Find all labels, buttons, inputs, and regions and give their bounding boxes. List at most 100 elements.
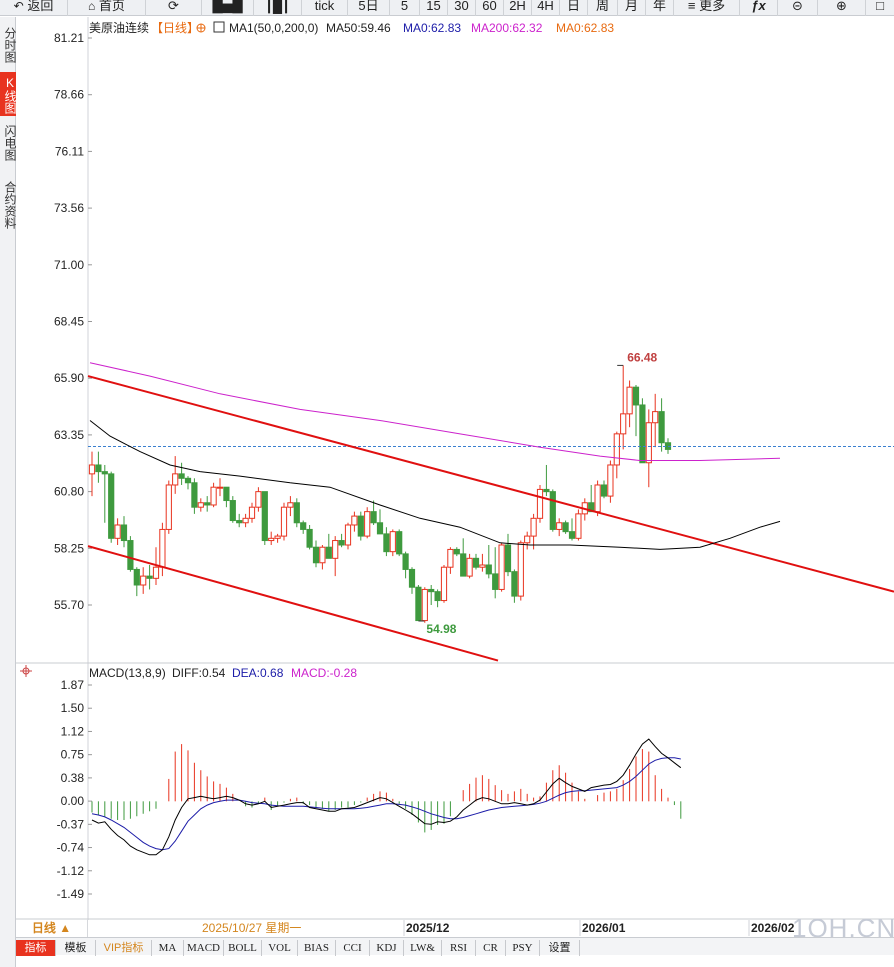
period-label: 【日线】 [151,21,199,35]
ma0-value-b: MA0:62.83 [556,21,614,35]
period-2h[interactable]: 2H [504,0,532,16]
candle-down [511,571,518,597]
macd-tick-label: -0.37 [57,817,85,831]
chart-type-button[interactable]: ▇▅▇ [202,0,254,16]
chart-canvas[interactable]: 美原油连续 【日线】 MA1(50,0,200,0) MA50:59.46 MA… [0,0,894,937]
candle-down [223,486,230,502]
candle-up [197,502,204,508]
period-4h[interactable]: 4H [532,0,560,16]
period-day[interactable]: 日 [560,0,588,16]
sidebar-item-kline[interactable]: K线图 [0,72,17,116]
candle-up [530,517,537,537]
more-button[interactable]: ≡ 更多 [674,0,740,16]
candle-down [236,520,243,524]
crosshair-date-box [198,920,312,936]
formula-button[interactable]: ƒx [740,0,778,16]
tab-indicator[interactable]: 指标 [16,940,56,956]
sidebar-item-timeshare[interactable]: 分时图 [3,27,17,63]
tab-cr[interactable]: CR [476,940,506,956]
ma200-line [89,362,781,461]
high-label: 66.48 [627,350,657,364]
candle-down [492,573,499,590]
candle-down [357,515,364,537]
home-button[interactable]: ⌂ 首页 [68,0,146,16]
macd-label: MACD(13,8,9) [89,666,166,680]
tab-rsi[interactable]: RSI [442,940,476,956]
zoom-in-button[interactable]: ⊕ [818,0,866,16]
period-range-button[interactable]: 日线 ▲ [16,920,88,937]
period-month[interactable]: 月 [618,0,646,16]
macd-header: MACD(13,8,9) DIFF:0.54 DEA:0.68 MACD:-0.… [20,665,357,680]
tab-template[interactable]: 模板 [56,940,96,956]
zoom-in-icon: ⊕ [836,0,847,13]
tab-cci[interactable]: CCI [336,940,370,956]
tab-bias[interactable]: BIAS [298,940,336,956]
candle-down [101,471,108,475]
candle-down [146,575,153,579]
macd-settings-icon[interactable] [20,665,32,677]
candle-up [319,546,326,564]
price-axis: 81.21 78.66 76.11 73.56 71.00 68.45 65.90 63.35… [54,31,92,612]
back-button[interactable]: ↶ 返回 [0,0,68,16]
overlay-lines: 66.48 54.98 [87,350,894,662]
tab-psy[interactable]: PSY [506,940,540,956]
upper-trendline[interactable] [87,375,894,593]
period-week[interactable]: 周 [588,0,618,16]
tab-boll[interactable]: BOLL [224,940,262,956]
candle-down [95,464,102,473]
sidebar-item-flash[interactable]: 闪电图 [3,125,17,161]
candle-down [396,531,403,555]
candle-up [152,566,160,579]
tab-vip-indicator[interactable]: VIP指标 [96,940,152,956]
period-15min[interactable]: 15 [420,0,448,16]
instrument-name: 美原油连续 [89,20,149,35]
candle-up [172,473,179,486]
macd-diff: DIFF:0.54 [172,666,226,680]
macd-tick-label: 1.87 [61,678,85,692]
zoom-out-button[interactable]: ⊝ [778,0,818,16]
dropdown-icon: □ [876,0,884,13]
candle-up [517,542,524,597]
tab-macd[interactable]: MACD [184,940,224,956]
candle-down [504,544,512,573]
candle-down [549,491,556,530]
date-label-1: 2025/12 [406,921,450,935]
candle-down [408,568,416,588]
toolbar-extra-button[interactable]: □ [866,0,894,16]
period-30min[interactable]: 30 [448,0,476,16]
lower-trendline[interactable] [87,545,499,662]
candle-down [178,473,185,479]
tab-settings[interactable]: 设置 [540,940,580,956]
tick-button[interactable]: tick [302,0,348,16]
tab-ma[interactable]: MA [152,940,184,956]
period-year[interactable]: 年 [646,0,674,16]
candle-up [255,491,262,508]
tab-lw[interactable]: LW& [404,940,442,956]
candle-down [453,548,460,555]
tab-kdj[interactable]: KDJ [370,940,404,956]
candle-up [88,464,96,475]
refresh-button[interactable]: ⟳ [146,0,202,16]
candle-style-button[interactable]: ┃█┃ [254,0,302,16]
macd-tick-label: 1.50 [61,701,85,715]
sidebar-item-contract[interactable]: 合约资料 [3,181,17,229]
candle-down [229,500,236,522]
candle-up [159,528,166,568]
ma-settings-icon[interactable] [213,21,225,33]
period-60min[interactable]: 60 [476,0,504,16]
candle-down [658,411,665,444]
tab-vol[interactable]: VOL [262,940,298,956]
period-5day[interactable]: 5日 [348,0,390,16]
candle-up [216,486,224,489]
price-tick-label: 81.21 [54,31,84,45]
candle-up [479,564,486,568]
candle-down [293,502,300,524]
candle-down [127,540,134,570]
ma-label: MA1(50,0,200,0) [229,21,318,35]
refresh-icon: ⟳ [168,0,179,13]
candle-down [204,502,211,506]
candle-down [376,522,384,535]
candle-up [165,484,172,530]
candle-up [613,433,620,466]
period-5min[interactable]: 5 [390,0,420,16]
